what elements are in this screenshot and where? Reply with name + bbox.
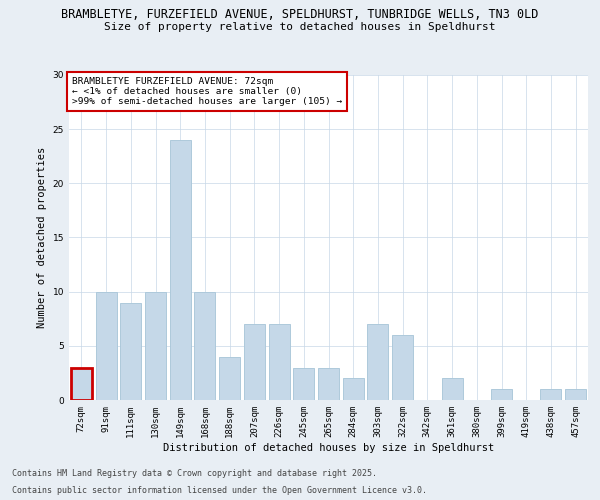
Bar — [318, 368, 339, 400]
Y-axis label: Number of detached properties: Number of detached properties — [37, 147, 47, 328]
Bar — [145, 292, 166, 400]
Bar — [194, 292, 215, 400]
X-axis label: Distribution of detached houses by size in Speldhurst: Distribution of detached houses by size … — [163, 442, 494, 452]
Bar — [541, 389, 562, 400]
Text: BRAMBLETYE FURZEFIELD AVENUE: 72sqm
← <1% of detached houses are smaller (0)
>99: BRAMBLETYE FURZEFIELD AVENUE: 72sqm ← <1… — [71, 76, 342, 106]
Bar — [71, 368, 92, 400]
Text: Size of property relative to detached houses in Speldhurst: Size of property relative to detached ho… — [104, 22, 496, 32]
Bar — [120, 302, 141, 400]
Bar — [293, 368, 314, 400]
Bar — [442, 378, 463, 400]
Text: BRAMBLETYE, FURZEFIELD AVENUE, SPELDHURST, TUNBRIDGE WELLS, TN3 0LD: BRAMBLETYE, FURZEFIELD AVENUE, SPELDHURS… — [61, 8, 539, 20]
Bar — [343, 378, 364, 400]
Bar — [170, 140, 191, 400]
Text: Contains HM Land Registry data © Crown copyright and database right 2025.: Contains HM Land Registry data © Crown c… — [12, 468, 377, 477]
Bar — [491, 389, 512, 400]
Bar — [244, 324, 265, 400]
Bar — [219, 356, 240, 400]
Text: Contains public sector information licensed under the Open Government Licence v3: Contains public sector information licen… — [12, 486, 427, 495]
Bar — [565, 389, 586, 400]
Bar — [95, 292, 116, 400]
Bar — [367, 324, 388, 400]
Bar — [392, 335, 413, 400]
Bar — [269, 324, 290, 400]
